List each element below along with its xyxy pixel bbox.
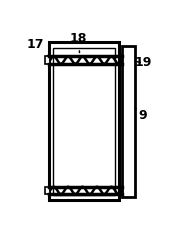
- Text: 9: 9: [135, 108, 147, 122]
- Bar: [49, 42, 119, 200]
- Bar: [45, 56, 50, 64]
- Text: 17: 17: [26, 38, 49, 57]
- Bar: [45, 187, 50, 194]
- Bar: [122, 46, 135, 197]
- Bar: [53, 48, 115, 195]
- Text: 19: 19: [135, 56, 152, 69]
- Text: 18: 18: [70, 32, 87, 53]
